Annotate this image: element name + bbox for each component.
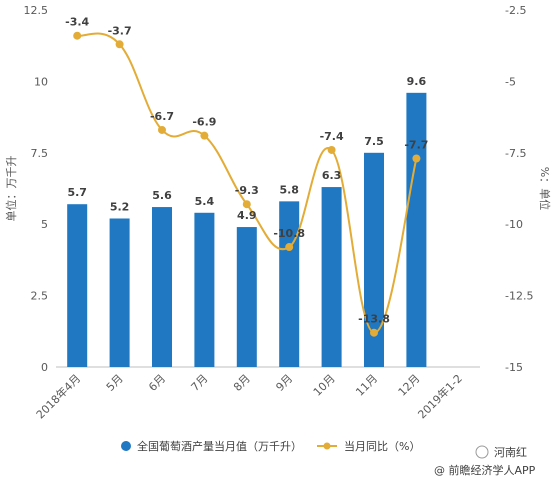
legend-bar-marker (121, 441, 131, 451)
y-tick-label: 10 (34, 75, 48, 88)
yoy-value-label: -6.9 (192, 116, 216, 129)
yoy-point (158, 125, 166, 134)
y2-tick-label: -5 (505, 75, 516, 88)
x-tick-label: 11月 (353, 372, 380, 399)
bar (194, 212, 215, 367)
bar-value-label: 7.5 (364, 135, 384, 148)
source-credit: @ 前瞻经济学人APP (434, 463, 536, 477)
yoy-value-label: -3.4 (65, 16, 89, 29)
y2-axis-title: %：单位 (538, 167, 552, 210)
bar-value-label: 4.9 (237, 209, 257, 222)
bar (364, 152, 384, 367)
bar (321, 187, 342, 367)
y2-tick-label: -10 (505, 218, 523, 231)
y-tick-label: 7.5 (31, 147, 49, 160)
axes: 0 2.5 5 7.5 10 12.5 -15 -12.5 -10 -7.5 -5 -2.5 2018年… (24, 4, 534, 421)
yoy-point (73, 31, 82, 40)
x-tick-label: 5月 (104, 372, 126, 394)
bar-value-label: 6.3 (322, 169, 342, 182)
x-tick-label: 2018年4月 (33, 371, 83, 421)
line-series (73, 31, 421, 337)
bar-value-label: 9.6 (407, 75, 427, 88)
bar (406, 92, 427, 367)
x-tick-label: 6月 (146, 372, 168, 394)
yoy-point (412, 154, 421, 163)
y-tick-label: 0 (41, 361, 48, 374)
y2-tick-label: -15 (505, 361, 523, 374)
yoy-value-label: -7.7 (404, 139, 428, 152)
x-tick-label: 12月 (396, 372, 423, 399)
legend-line-label: 当月同比（%） (344, 439, 420, 453)
bar-value-label: 5.2 (110, 200, 130, 213)
bar-value-label: 5.6 (152, 189, 172, 202)
data-labels: 5.7 5.2 5.6 5.4 4.9 5.8 6.3 7.5 9.6 -3.4 -3.7 -6.7 -… (65, 16, 428, 326)
watermark-name: 河南红 (494, 446, 527, 459)
legend-bar-label: 全国葡萄酒产量当月值（万千升） (137, 439, 302, 453)
yoy-point (115, 40, 124, 49)
y-tick-label: 5 (41, 218, 48, 231)
yoy-point (370, 328, 378, 337)
bar (67, 204, 88, 367)
yoy-value-label: -7.4 (320, 130, 344, 143)
y2-tick-label: -2.5 (505, 4, 526, 17)
yoy-point (200, 131, 209, 140)
yoy-value-label: -9.3 (235, 184, 259, 197)
x-tick-label: 9月 (273, 372, 295, 394)
yoy-value-label: -13.8 (358, 313, 390, 326)
bar-value-label: 5.7 (67, 186, 87, 199)
x-tick-label: 10月 (311, 372, 338, 399)
bar (152, 207, 172, 367)
bar (109, 218, 130, 367)
yoy-point (285, 243, 294, 252)
bar-value-label: 5.8 (279, 183, 299, 196)
y-tick-label: 12.5 (24, 4, 49, 17)
x-tick-label: 8月 (231, 372, 253, 394)
yoy-point (327, 145, 336, 154)
y-tick-label: 2.5 (31, 290, 49, 303)
footer: 河南红 @ 前瞻经济学人APP (434, 445, 536, 477)
bar-value-label: 5.4 (195, 195, 215, 208)
yoy-value-label: -10.8 (273, 227, 305, 240)
yoy-value-label: -6.7 (150, 110, 174, 123)
wechat-icon (475, 445, 489, 459)
y2-tick-label: -12.5 (505, 290, 533, 303)
legend: 全国葡萄酒产量当月值（万千升） 当月同比（%） (121, 439, 420, 453)
bar (236, 227, 257, 367)
legend-line-dot (323, 442, 331, 450)
x-tick-label: 7月 (189, 372, 211, 394)
y2-tick-label: -7.5 (505, 147, 526, 160)
yoy-value-label: -3.7 (108, 24, 132, 37)
yoy-point (242, 200, 251, 209)
x-tick-label: 2019年1-2 (415, 371, 465, 421)
y-axis-title: 单位：万千升 (4, 156, 18, 222)
